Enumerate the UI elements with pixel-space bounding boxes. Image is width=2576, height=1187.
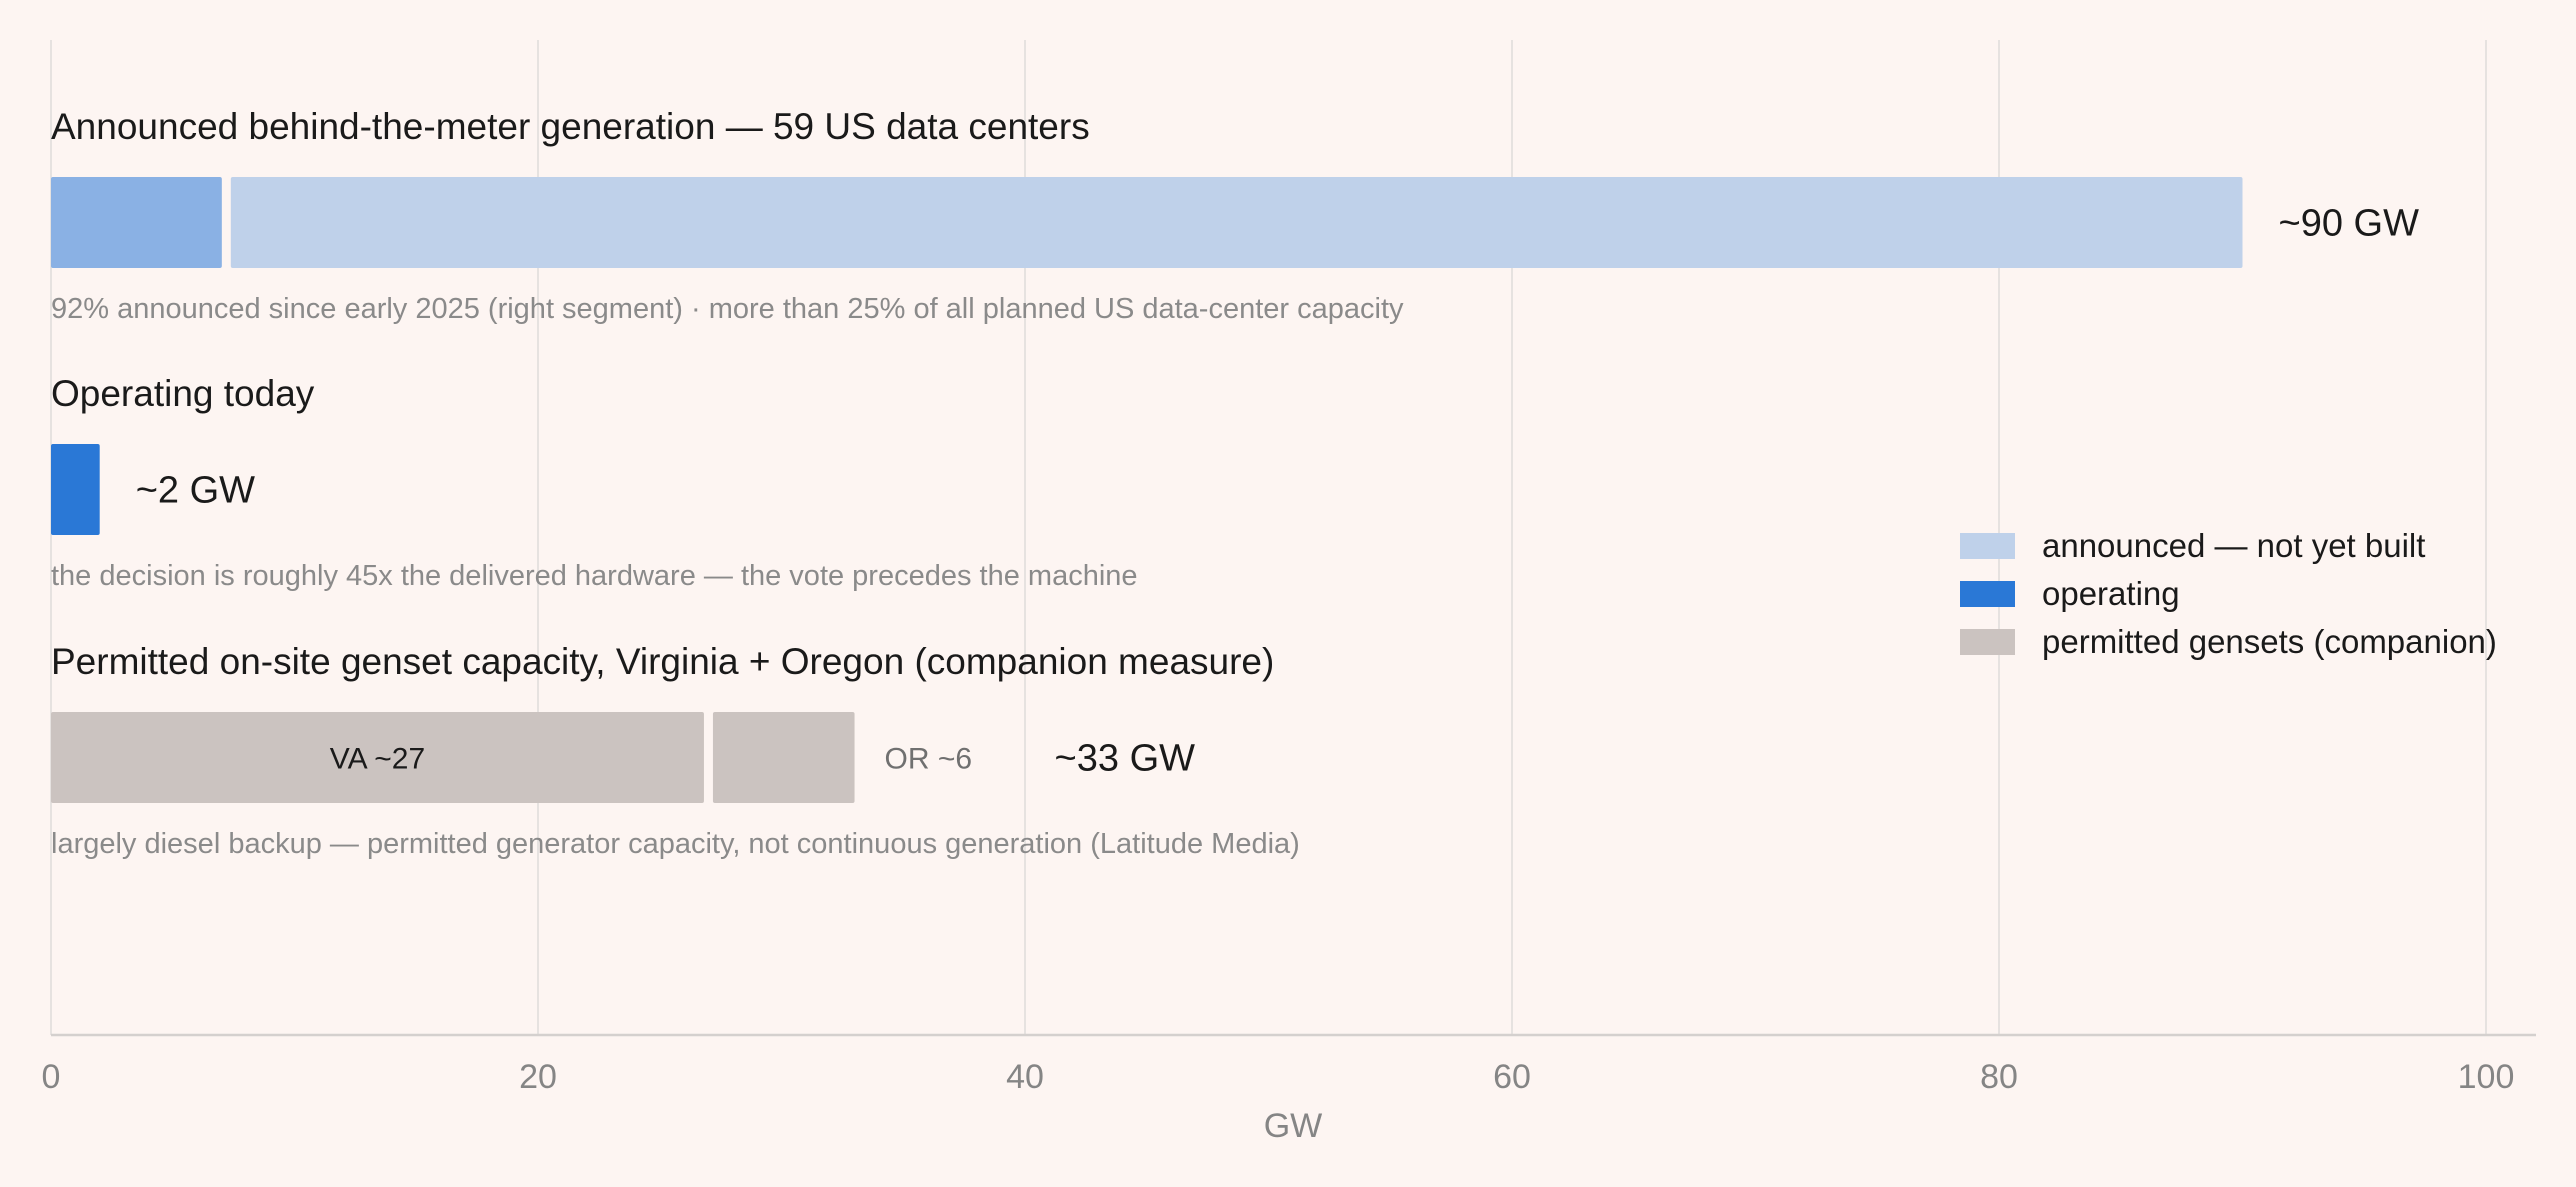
- bar-segment: [51, 177, 222, 268]
- bars: [51, 177, 2243, 803]
- bar-total-label: ~2 GW: [136, 470, 255, 512]
- x-tick-label: 20: [519, 1058, 557, 1096]
- x-tick-label: 40: [1006, 1058, 1044, 1096]
- bar-segment-label: VA ~27: [330, 743, 425, 776]
- bar-total-label: ~33 GW: [1055, 738, 1196, 780]
- x-tick-label: 100: [2458, 1058, 2515, 1096]
- bar-total-label: ~90 GW: [2279, 203, 2420, 245]
- section-note: the decision is roughly 45x the delivere…: [51, 560, 1138, 592]
- section-labels: Announced behind-the-meter generation — …: [51, 106, 2419, 860]
- bar-segment: [51, 712, 704, 803]
- section-title: Announced behind-the-meter generation — …: [51, 106, 1090, 147]
- bar-segment-label: OR ~6: [885, 743, 973, 776]
- legend-label: announced — not yet built: [2042, 527, 2425, 564]
- section-title: Permitted on-site genset capacity, Virgi…: [51, 641, 1274, 682]
- x-axis: GW 0 20 40 60 80 100: [42, 1033, 2536, 1145]
- legend-swatch: [1960, 533, 2015, 559]
- x-tick-label: 80: [1980, 1058, 2018, 1096]
- section-note: largely diesel backup — permitted genera…: [51, 828, 1300, 860]
- bar-segment: [712, 712, 855, 803]
- x-axis-title: GW: [1264, 1107, 1323, 1145]
- section-note: 92% announced since early 2025 (right se…: [51, 293, 1404, 325]
- x-tick-label: 0: [42, 1058, 61, 1096]
- legend-label: operating: [2042, 575, 2180, 612]
- legend-swatch: [1960, 581, 2015, 607]
- bar-segment: [230, 177, 2243, 268]
- bar-segment: [51, 444, 100, 535]
- x-tick-label: 60: [1493, 1058, 1531, 1096]
- section-title: Operating today: [51, 373, 315, 414]
- legend: announced — not yet built operating permit…: [1960, 527, 2497, 660]
- legend-swatch: [1960, 629, 2015, 655]
- legend-label: permitted gensets (companion): [2042, 623, 2497, 660]
